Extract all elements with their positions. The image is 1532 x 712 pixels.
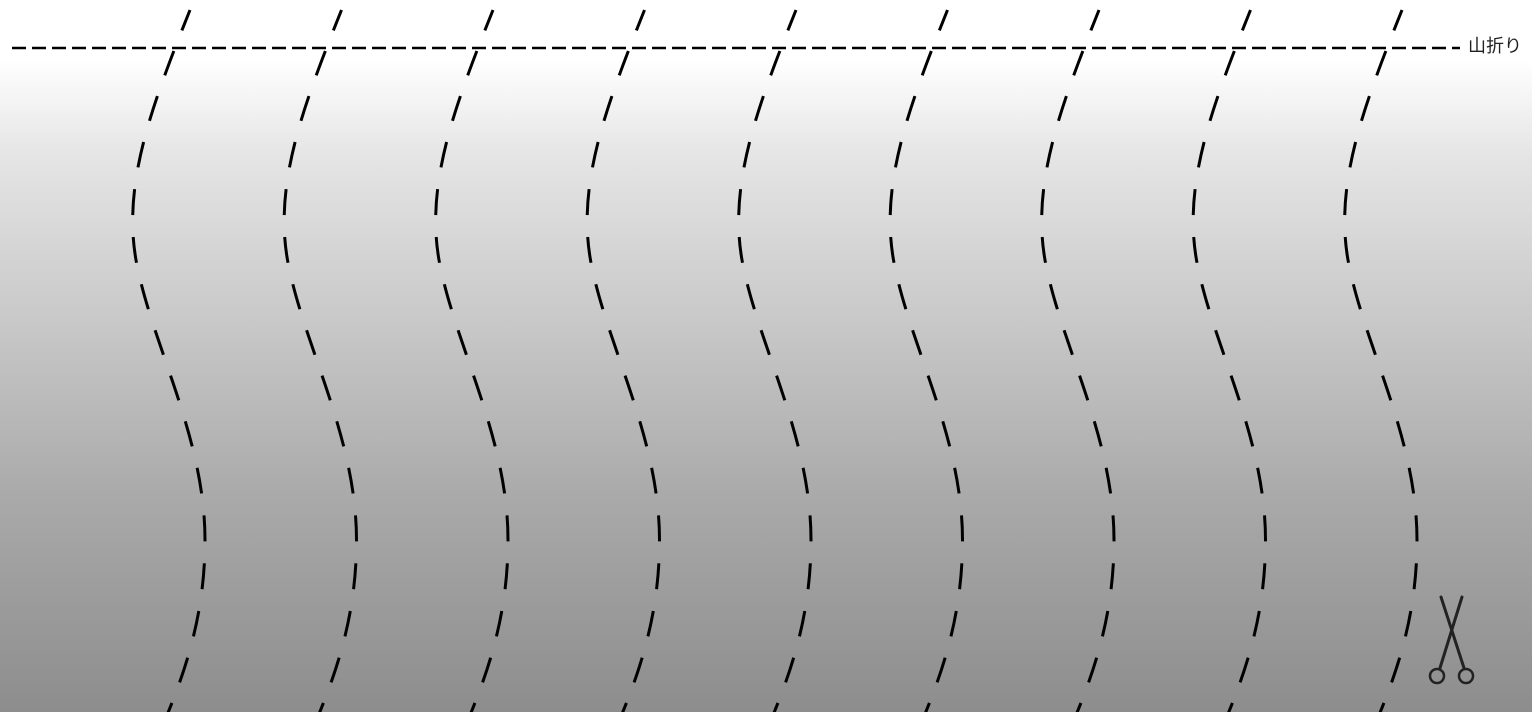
- cut-line: [585, 9, 662, 712]
- cut-line: [434, 9, 510, 712]
- cut-line: [282, 9, 359, 712]
- mountain-fold-label: 山折り: [1468, 36, 1522, 57]
- cut-line: [1191, 9, 1268, 712]
- cut-line: [1343, 9, 1419, 712]
- cut-line: [888, 9, 965, 712]
- cut-lines-group: [131, 9, 1419, 712]
- scissors-icon: [1428, 595, 1475, 685]
- cut-line: [737, 9, 813, 712]
- cut-line: [1040, 9, 1116, 712]
- cut-line: [131, 9, 207, 712]
